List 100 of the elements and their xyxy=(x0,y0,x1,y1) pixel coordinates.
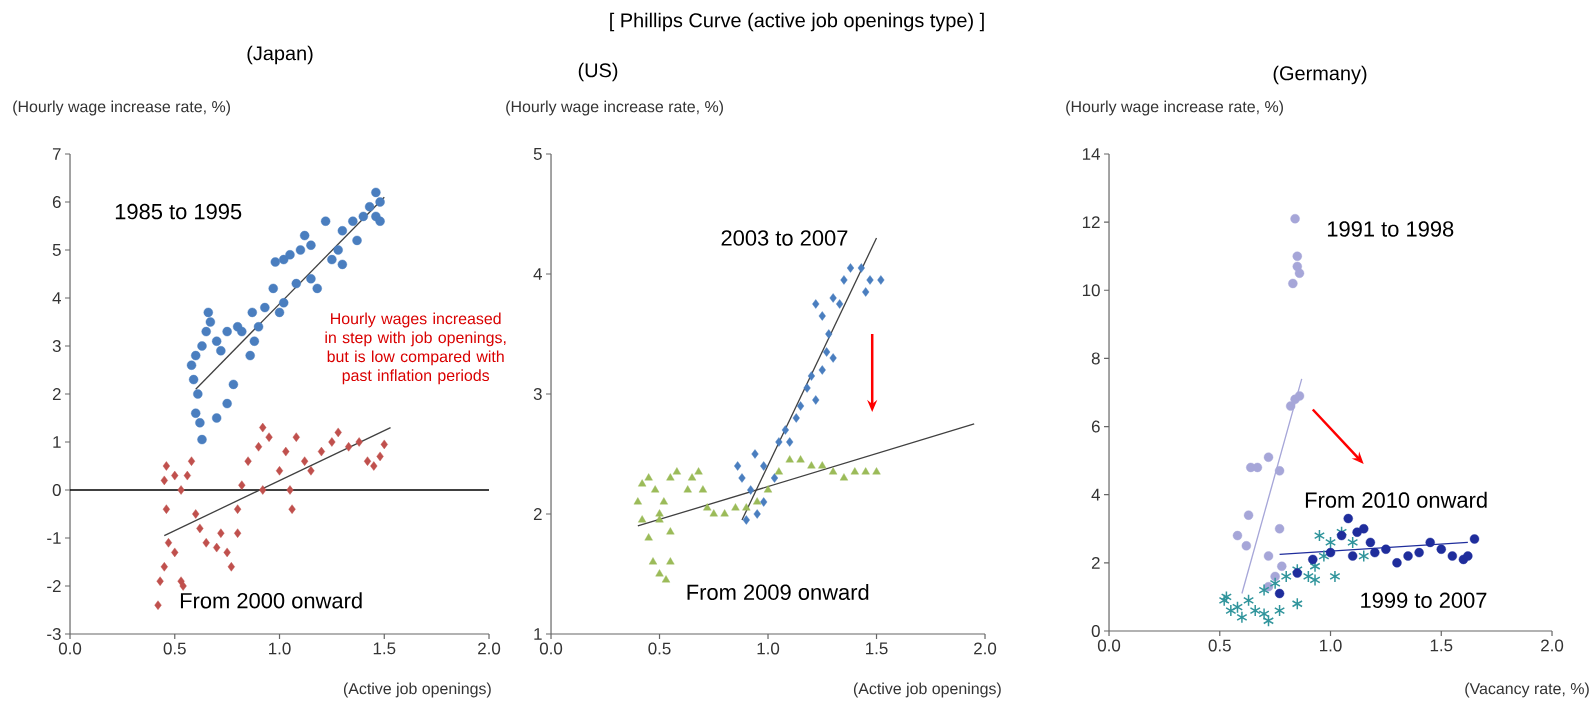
point xyxy=(1436,544,1446,554)
point xyxy=(738,473,746,483)
y-tick-label: 4 xyxy=(1091,488,1100,501)
point xyxy=(775,437,783,447)
y-tick-label: 2 xyxy=(1091,556,1100,569)
point xyxy=(857,263,865,273)
point xyxy=(260,302,270,313)
point xyxy=(352,235,362,246)
point xyxy=(1447,551,1458,561)
point xyxy=(186,360,197,370)
y-tick-label: 14 xyxy=(1082,148,1100,160)
point xyxy=(1336,530,1347,541)
point xyxy=(244,456,252,466)
point xyxy=(1241,541,1252,551)
point xyxy=(796,455,805,463)
point xyxy=(292,432,300,442)
point xyxy=(796,401,805,411)
point xyxy=(638,479,647,487)
point xyxy=(753,509,761,519)
point xyxy=(731,503,740,511)
x-tick-label: 0.0 xyxy=(58,642,82,655)
point xyxy=(270,257,281,267)
point xyxy=(1313,529,1325,542)
point xyxy=(160,475,168,486)
point xyxy=(254,442,263,452)
point xyxy=(274,307,285,318)
point xyxy=(197,434,207,445)
y-tick-label: 7 xyxy=(52,148,61,160)
point xyxy=(633,497,642,505)
point xyxy=(1347,551,1358,561)
point xyxy=(191,350,201,361)
point xyxy=(666,557,675,565)
point xyxy=(839,473,849,481)
point xyxy=(279,298,289,308)
point xyxy=(1308,554,1318,565)
point xyxy=(1325,547,1336,558)
point xyxy=(1263,551,1274,561)
point xyxy=(829,467,838,475)
point xyxy=(192,509,200,519)
point xyxy=(818,365,826,375)
point xyxy=(1274,588,1285,599)
point xyxy=(187,456,196,466)
series-label: From 2009 onward xyxy=(687,583,869,601)
point xyxy=(1309,573,1321,587)
point xyxy=(301,456,309,466)
point xyxy=(195,418,205,428)
point xyxy=(807,371,815,381)
series-label: 1999 to 2007 xyxy=(1361,592,1487,609)
point xyxy=(327,254,337,265)
series-label: From 2010 onward xyxy=(1305,491,1487,508)
point xyxy=(288,504,296,514)
point xyxy=(694,467,703,475)
point xyxy=(774,467,783,475)
y-tick-label: 10 xyxy=(1082,284,1100,297)
annotation: Hourly wages increased in step with job openings, but is low compared with past inflation periods xyxy=(325,312,506,385)
point xyxy=(370,461,378,471)
point xyxy=(363,456,372,466)
point xyxy=(279,254,289,265)
point xyxy=(655,569,664,577)
point xyxy=(1263,452,1274,462)
point xyxy=(223,547,231,558)
point xyxy=(320,216,331,226)
point xyxy=(337,226,348,236)
point xyxy=(1469,534,1480,544)
point xyxy=(222,326,232,337)
point xyxy=(227,562,235,572)
point xyxy=(291,278,301,289)
point xyxy=(216,346,226,356)
point xyxy=(1329,570,1341,583)
point xyxy=(666,527,675,535)
point xyxy=(812,299,820,309)
point xyxy=(295,245,306,255)
point xyxy=(760,461,768,471)
point xyxy=(770,473,779,483)
point xyxy=(211,336,222,346)
point xyxy=(380,439,388,450)
point xyxy=(1358,549,1370,563)
point xyxy=(1274,466,1285,476)
y-tick-label: 5 xyxy=(533,148,542,160)
point xyxy=(877,275,885,285)
point xyxy=(1318,549,1330,563)
point xyxy=(177,485,185,495)
point xyxy=(720,509,729,517)
point xyxy=(803,383,811,393)
point xyxy=(760,497,768,507)
y-tick-label: -1 xyxy=(47,532,61,544)
x-tick-label: 0.0 xyxy=(1097,639,1121,652)
point xyxy=(203,307,213,318)
point xyxy=(846,263,855,273)
point xyxy=(299,230,310,241)
x-tick-label: 0.5 xyxy=(648,642,671,655)
point xyxy=(268,283,278,294)
point xyxy=(154,600,162,610)
point xyxy=(742,503,751,511)
point xyxy=(306,274,316,284)
point xyxy=(872,467,881,475)
point xyxy=(196,523,204,534)
x-tick-label: 1.5 xyxy=(866,642,888,655)
point xyxy=(228,379,239,390)
point xyxy=(286,485,294,495)
